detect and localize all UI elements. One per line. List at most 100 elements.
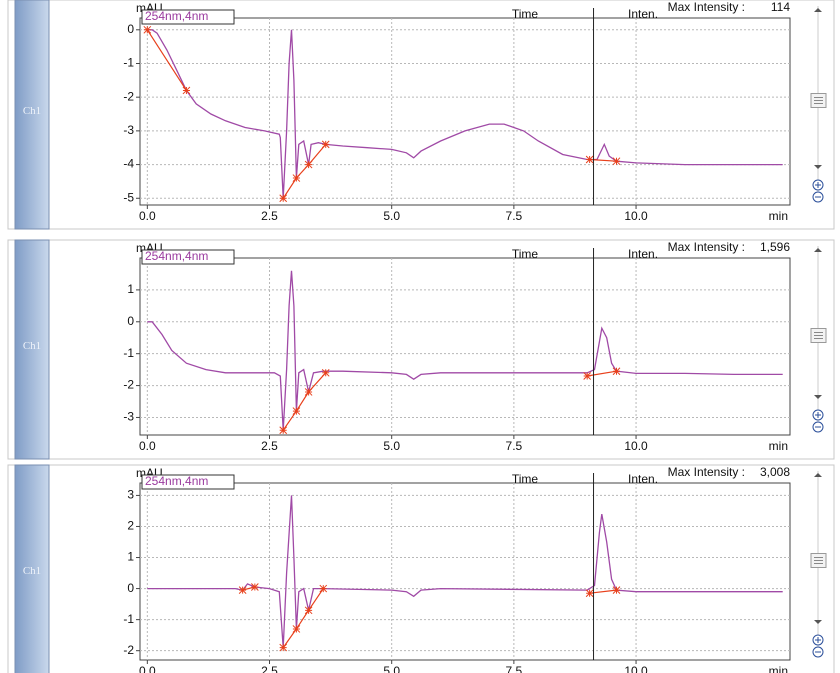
max-intensity-label: Max Intensity : [668,0,745,14]
y-tick-label: 1 [127,550,134,564]
time-label: Time [512,247,539,261]
y-tick-label: -2 [123,643,134,657]
time-label: Time [512,472,539,486]
x-tick-label: 2.5 [261,209,278,223]
peak-marker [143,25,152,34]
x-tick-label: 10.0 [624,439,648,453]
y-tick-label: -4 [123,157,134,171]
peak-marker [304,388,313,396]
x-tick-label: 0.0 [139,664,156,673]
peak-marker [250,583,259,591]
integration-baseline [282,144,327,199]
peak-marker [292,625,301,633]
inten-label: Inten. [628,7,658,21]
peak-marker [585,155,594,164]
time-label: Time [512,7,539,21]
x-axis-unit: min [769,664,788,673]
max-intensity-label: Max Intensity : [668,465,745,479]
channel-label: Ch1 [23,565,41,577]
x-tick-label: 5.0 [383,439,400,453]
x-tick-label: 7.5 [506,439,523,453]
detector-box [141,249,235,265]
detector-label: 254nm,4nm [145,9,208,23]
inten-label: Inten. [628,247,658,261]
channel-label: Ch1 [23,340,41,352]
detector-label: 254nm,4nm [145,249,208,263]
peak-marker [279,426,288,435]
peak-marker [612,157,621,166]
trace-line [147,270,783,431]
peak-marker [292,174,301,182]
max-intensity-value: 3,008 [760,465,790,479]
peak-marker [292,407,301,415]
y-tick-label: -3 [123,410,134,424]
channel-tab [14,464,50,673]
detector-box [141,9,235,25]
x-tick-label: 0.0 [139,209,156,223]
integration-baseline [282,588,324,648]
max-intensity-value: 114 [771,0,790,14]
y-tick-label: -1 [123,346,134,360]
x-axis-unit: min [769,439,788,453]
peak-marker [279,194,288,203]
max-intensity-value: 1,596 [760,240,790,254]
y-tick-label: 3 [127,488,134,502]
x-tick-label: 5.0 [383,209,400,223]
peak-marker [612,367,621,376]
peak-marker [238,586,247,594]
x-tick-label: 2.5 [261,664,278,673]
y-tick-label: -1 [123,612,134,626]
plot-area [139,257,791,436]
inten-label: Inten. [628,472,658,486]
x-tick-label: 0.0 [139,439,156,453]
x-tick-label: 10.0 [624,209,648,223]
y-tick-label: 2 [127,519,134,533]
integration-baseline [589,158,617,162]
peak-marker [612,586,621,594]
scroll-up-arrow [814,473,822,477]
scroll-up-arrow [814,8,822,12]
x-axis-unit: min [769,209,788,223]
peak-marker [182,86,191,95]
scroll-down-arrow [814,620,822,624]
y-tick-label: -2 [123,89,134,103]
channel-label: Ch1 [23,105,41,117]
peak-marker [304,160,313,169]
channel-tab [14,239,50,460]
trace-line [147,495,783,648]
peak-marker [321,140,330,149]
integration-baseline [589,589,617,594]
peak-marker [304,606,313,615]
y-tick-label: 0 [127,314,134,328]
y-tick-label: -3 [123,123,134,137]
scroll-down-arrow [814,165,822,169]
x-tick-label: 7.5 [506,664,523,673]
y-tick-label: -2 [123,378,134,392]
peak-marker [585,589,594,598]
plot-area [139,482,791,661]
peak-marker [583,372,592,380]
integration-baseline [282,372,327,431]
y-tick-label: 0 [127,22,134,36]
detector-box [141,474,235,490]
y-tick-label: 0 [127,581,134,595]
peak-marker [321,368,330,377]
integration-baseline [146,29,187,91]
y-tick-label: 1 [127,282,134,296]
peak-marker [319,584,328,593]
y-tick-label: -5 [123,190,134,204]
x-tick-label: 5.0 [383,664,400,673]
plot-area [139,17,791,206]
channel-tab [14,0,50,230]
integration-baseline [587,370,617,377]
y-tick-label: -1 [123,56,134,70]
max-intensity-label: Max Intensity : [668,240,745,254]
peak-marker [279,643,288,652]
x-tick-label: 7.5 [506,209,523,223]
x-tick-label: 2.5 [261,439,278,453]
